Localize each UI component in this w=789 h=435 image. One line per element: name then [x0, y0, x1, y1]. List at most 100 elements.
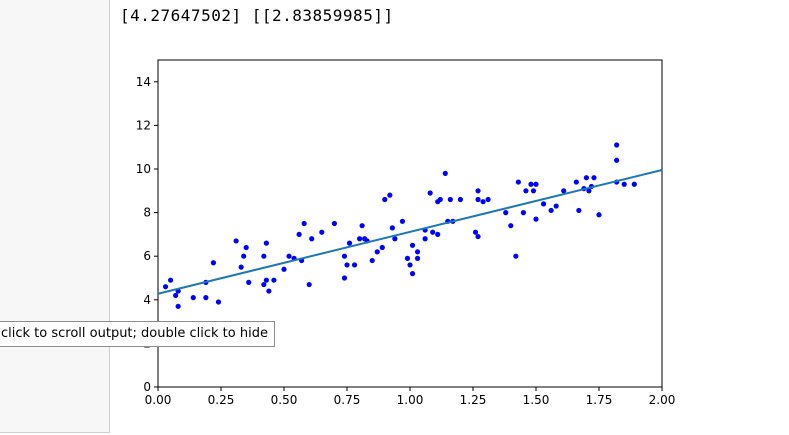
data-point — [341, 253, 348, 259]
data-point — [430, 229, 436, 235]
x-tick-label: 1.00 — [397, 393, 424, 407]
data-point — [475, 196, 481, 203]
data-point — [387, 192, 393, 198]
data-point — [528, 181, 534, 187]
y-tick-label: 14 — [136, 75, 151, 89]
data-point — [614, 157, 620, 163]
x-tick-label: 0.75 — [334, 393, 361, 407]
data-point — [351, 262, 358, 268]
data-point — [447, 196, 453, 203]
data-point — [306, 281, 312, 288]
data-point — [586, 188, 592, 194]
output-tooltip: click to scroll output; double click to … — [0, 321, 275, 347]
data-point — [168, 277, 174, 283]
y-tick-label: 6 — [143, 249, 151, 263]
data-point — [561, 188, 567, 194]
data-point — [480, 199, 486, 205]
y-tick-label: 8 — [143, 206, 151, 220]
data-point — [271, 277, 277, 283]
data-point — [422, 236, 428, 242]
data-point — [173, 292, 179, 299]
data-point — [437, 196, 443, 203]
data-point — [286, 253, 292, 259]
data-point — [389, 225, 395, 231]
data-point — [210, 260, 217, 266]
data-point — [540, 201, 547, 207]
x-tick-label: 1.75 — [586, 393, 613, 407]
y-tick-label: 10 — [136, 162, 151, 176]
data-point — [472, 229, 479, 235]
data-point — [409, 271, 416, 277]
data-point — [576, 207, 582, 214]
data-point — [357, 236, 363, 242]
data-point — [233, 238, 239, 244]
data-point — [346, 240, 353, 246]
data-point — [392, 236, 398, 242]
data-point — [485, 196, 491, 203]
data-point — [263, 240, 269, 246]
output-text: [4.27647502] [[2.83859985]] — [120, 6, 394, 25]
data-point — [246, 279, 252, 285]
data-point — [281, 266, 287, 272]
data-point — [319, 229, 325, 235]
data-point — [457, 196, 463, 203]
data-point — [190, 295, 196, 301]
data-point — [301, 220, 307, 227]
regression-line — [157, 169, 663, 295]
data-point — [596, 212, 602, 218]
data-point — [203, 295, 209, 301]
data-point — [399, 218, 406, 224]
y-tick-label: 12 — [136, 118, 151, 132]
data-point — [553, 203, 559, 209]
data-point — [475, 188, 481, 194]
data-point — [241, 253, 247, 259]
data-point — [631, 181, 637, 187]
data-point — [162, 284, 169, 290]
data-point — [215, 299, 222, 305]
data-point — [409, 242, 416, 248]
data-point — [238, 264, 244, 270]
data-point — [475, 233, 481, 240]
data-point — [515, 179, 521, 185]
data-point — [263, 277, 269, 283]
data-point — [374, 249, 380, 255]
x-tick-label: 2.00 — [649, 393, 676, 407]
data-point — [520, 210, 527, 216]
data-point — [266, 288, 272, 294]
data-point — [261, 253, 267, 259]
x-tick-label: 0.25 — [208, 393, 235, 407]
data-point — [407, 262, 413, 268]
data-point — [404, 255, 411, 261]
data-point — [359, 223, 365, 229]
data-point — [503, 210, 509, 216]
data-point — [533, 216, 539, 222]
data-point — [261, 281, 267, 288]
y-tick-label: 4 — [143, 293, 151, 307]
x-tick-label: 1.50 — [523, 393, 550, 407]
y-tick-label: 0 — [143, 380, 151, 394]
data-point — [427, 190, 433, 196]
data-point — [591, 175, 597, 181]
data-point — [583, 175, 590, 181]
data-point — [414, 249, 421, 255]
cell-prompt-area[interactable] — [0, 0, 110, 433]
data-point — [243, 244, 249, 251]
x-tick-label: 0.00 — [145, 393, 172, 407]
data-point — [382, 196, 388, 203]
data-point — [530, 188, 537, 194]
data-point — [344, 262, 350, 268]
data-point — [573, 179, 579, 185]
data-point — [369, 257, 375, 264]
data-point — [309, 236, 315, 242]
data-point — [175, 303, 181, 309]
data-point — [296, 231, 302, 237]
x-tick-label: 1.25 — [460, 393, 487, 407]
data-point — [414, 255, 421, 261]
data-point — [508, 223, 514, 229]
data-point — [379, 244, 385, 251]
data-point — [548, 207, 554, 214]
data-point — [614, 142, 620, 148]
data-point — [435, 231, 441, 237]
data-point — [523, 188, 529, 194]
